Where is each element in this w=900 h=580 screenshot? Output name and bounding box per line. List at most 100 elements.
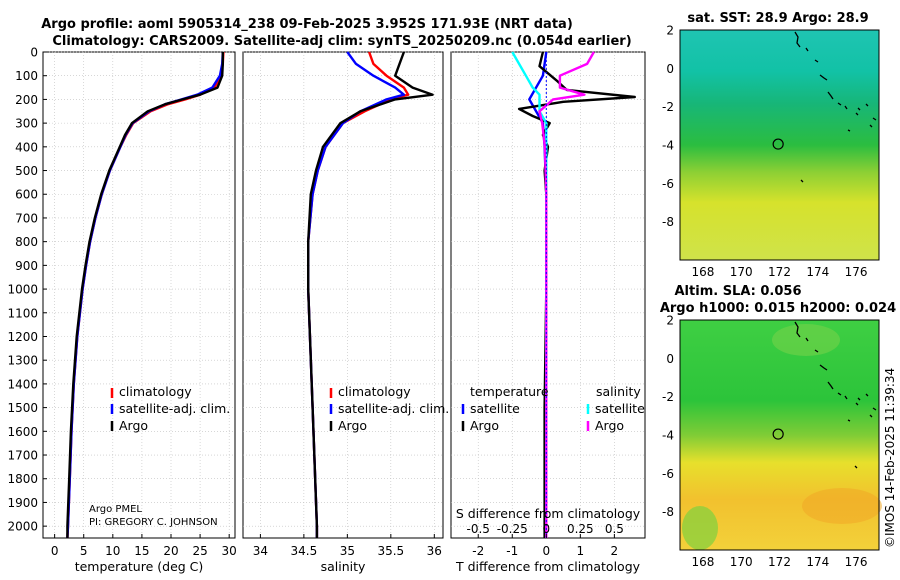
sst-map	[679, 29, 880, 261]
sla-map-subtitle: Argo h1000: 0.015 h2000: 0.024	[660, 301, 896, 316]
depth-tick-label: 2000	[7, 520, 38, 534]
x-tick-label: 34.5	[291, 544, 318, 558]
x-tick-label: 5	[80, 544, 88, 558]
sla-map-title: Altim. SLA: 0.056	[675, 284, 802, 299]
legend-climatology-label: climatology	[338, 384, 411, 399]
difference-x-ticks: -2 -1 0 1 2	[472, 534, 618, 558]
depth-tick-label: 1500	[7, 401, 38, 415]
map-y-tick-label: -4	[662, 429, 674, 443]
x-tick-label: 20	[163, 544, 178, 558]
map-y-tick-label: -2	[662, 390, 674, 404]
salinity-x-ticks: 34 34.5 35 35.5 36	[253, 534, 442, 558]
sla-anomaly-patch	[772, 324, 840, 356]
temperature-x-ticks: 0 5 10 15 20 25 30	[51, 534, 237, 558]
depth-tick-label: 600	[15, 188, 38, 202]
x-tick-label: 1	[577, 544, 585, 558]
s-tick-label: 0	[542, 522, 550, 536]
map-y-tick-label: -2	[662, 100, 674, 114]
t-difference-xlabel: T difference from climatology	[455, 559, 641, 574]
legend-s-argo-label: Argo	[595, 418, 624, 433]
sla-argo-position-marker	[772, 428, 784, 440]
x-tick-label: 2	[611, 544, 619, 558]
figure-title-line2: Climatology: CARS2009. Satellite-adj cli…	[52, 34, 631, 49]
sst-map-y-ticks: 2 0 -2 -4 -6 -8	[662, 24, 674, 230]
sla-coastlines	[794, 321, 877, 469]
legend-salinity-heading: salinity	[596, 384, 641, 399]
temperature-legend: climatology satellite-adj. clim. Argo	[110, 384, 230, 433]
salinity-xlabel: salinity	[321, 559, 366, 574]
s-tick-label: -0.25	[497, 522, 528, 536]
depth-axis-ticks: 0 100 200 300 400 500 600 700 800 900 1000 1100 1200…	[7, 46, 47, 534]
depth-tick-label: 700	[15, 211, 38, 225]
legend-argo-label: Argo	[119, 418, 148, 433]
temperature-xlabel: temperature (deg C)	[75, 559, 204, 574]
map-x-tick-label: 170	[730, 555, 753, 569]
map-y-tick-label: -6	[662, 177, 674, 191]
depth-tick-label: 100	[15, 69, 38, 83]
map-y-tick-label: -6	[662, 467, 674, 481]
legend-satellite-label: satellite-adj. clim.	[338, 401, 449, 416]
legend-t-argo-label: Argo	[470, 418, 499, 433]
series-line-salinity-argo	[538, 51, 595, 538]
map-y-tick-label: 0	[666, 62, 674, 76]
x-tick-label: 36	[427, 544, 442, 558]
depth-tick-label: 400	[15, 140, 38, 154]
legend-argo-label: Argo	[338, 418, 367, 433]
legend-temperature-heading: temperature	[470, 384, 549, 399]
map-y-tick-label: -8	[662, 215, 674, 229]
sst-map-x-ticks: 168 170 172 174 176	[692, 265, 868, 279]
difference-series	[511, 51, 636, 538]
map-y-tick-label: 0	[666, 352, 674, 366]
temperature-grid	[43, 51, 235, 538]
map-y-tick-label: -8	[662, 505, 674, 519]
difference-legend: temperature satellite Argo salinity sate…	[461, 384, 645, 433]
s-tick-label: -0.5	[467, 522, 490, 536]
map-x-tick-label: 172	[768, 555, 791, 569]
s-tick-label: 0.25	[567, 522, 594, 536]
map-x-tick-label: 168	[692, 555, 715, 569]
series-line-argo	[307, 51, 434, 538]
x-tick-label: 0	[51, 544, 59, 558]
sla-map	[679, 319, 882, 551]
s-tick-label: 0.5	[605, 522, 624, 536]
sla-map-x-ticks: 168 170 172 174 176	[692, 555, 868, 569]
legend-s-satellite-label: satellite	[595, 401, 645, 416]
sla-map-frame	[679, 319, 880, 551]
difference-grid	[451, 51, 645, 538]
temperature-series	[66, 51, 225, 539]
sst-field	[680, 30, 879, 260]
depth-tick-label: 1200	[7, 330, 38, 344]
sla-anomaly-patch	[802, 488, 882, 524]
legend-climatology-label: climatology	[119, 384, 192, 399]
depth-tick-label: 900	[15, 259, 38, 273]
difference-panel	[450, 51, 646, 539]
map-x-tick-label: 172	[768, 265, 791, 279]
legend-t-satellite-label: satellite	[470, 401, 520, 416]
map-x-tick-label: 170	[730, 265, 753, 279]
map-x-tick-label: 176	[845, 555, 868, 569]
credit-line1: Argo PMEL	[89, 504, 142, 515]
salinity-grid	[243, 51, 443, 538]
x-tick-label: 10	[105, 544, 120, 558]
map-x-tick-label: 168	[692, 265, 715, 279]
s-difference-xlabel: S difference from climatology	[456, 506, 641, 521]
depth-tick-label: 1300	[7, 354, 38, 368]
legend-satellite-label: satellite-adj. clim.	[119, 401, 230, 416]
depth-tick-label: 1700	[7, 449, 38, 463]
salinity-panel	[242, 51, 444, 539]
x-tick-label: -2	[472, 544, 484, 558]
sst-coastlines	[794, 31, 877, 183]
sst-argo-position-marker	[772, 138, 784, 150]
depth-tick-label: 1800	[7, 472, 38, 486]
depth-tick-label: 200	[15, 93, 38, 107]
depth-tick-label: 1900	[7, 496, 38, 510]
x-tick-label: 25	[192, 544, 207, 558]
credit-line2: PI: GREGORY C. JOHNSON	[89, 517, 218, 528]
depth-tick-label: 0	[30, 46, 38, 60]
credit-block: Argo PMEL PI: GREGORY C. JOHNSON	[89, 504, 218, 528]
salinity-legend: climatology satellite-adj. clim. Argo	[329, 384, 449, 433]
series-line-argo	[66, 52, 225, 538]
map-y-tick-label: -4	[662, 139, 674, 153]
map-y-tick-label: 2	[666, 24, 674, 38]
